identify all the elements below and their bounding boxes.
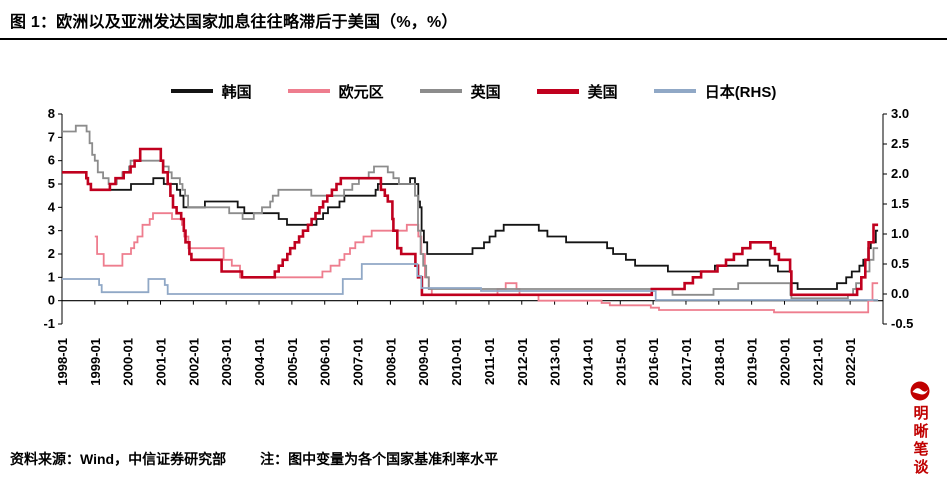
series-line-uk bbox=[62, 124, 879, 300]
x-tick-label: 2016-01 bbox=[646, 338, 661, 386]
x-tick-label: 2009-01 bbox=[416, 338, 431, 386]
y-tick-label: 3 bbox=[48, 223, 55, 238]
y-tick-label: 1 bbox=[48, 269, 55, 284]
watermark-logo-icon bbox=[910, 381, 930, 401]
y-axis-right: 3.0 2.5 2.0 1.5 1.0 0.5 0.0 -0.5 bbox=[883, 106, 913, 331]
y-tick-label: -0.5 bbox=[891, 316, 913, 331]
chart-area: 8 7 6 5 4 3 2 1 0 -1 3.0 2.5 2.0 1.5 1.0 0.5 0.0 -0.5 1998… bbox=[0, 106, 947, 413]
x-tick-label: 2003-01 bbox=[219, 338, 234, 386]
y-tick-label: 4 bbox=[48, 199, 56, 214]
y-tick-label: 8 bbox=[48, 108, 55, 121]
source-text: 资料来源：Wind，中信证券研究部 bbox=[10, 451, 227, 467]
figure-header: 图 1：欧洲以及亚洲发达国家加息往往略滞后于美国（%，%） bbox=[0, 0, 947, 40]
y-tick-label: 0.5 bbox=[891, 256, 909, 271]
y-tick-label: 2.5 bbox=[891, 136, 909, 151]
x-tick-label: 2000-01 bbox=[121, 338, 136, 386]
legend-item-eurozone: 欧元区 bbox=[287, 81, 384, 102]
legend-swatch-us bbox=[536, 88, 579, 94]
x-tick-label: 2008-01 bbox=[383, 338, 398, 386]
x-tick-label: 1999-01 bbox=[88, 338, 103, 386]
y-tick-label: 2.0 bbox=[891, 166, 909, 181]
figure-title: 图 1：欧洲以及亚洲发达国家加息往往略滞后于美国（%，%） bbox=[10, 14, 458, 31]
series-line-us bbox=[62, 147, 879, 297]
y-axis-left: 8 7 6 5 4 3 2 1 0 -1 bbox=[43, 106, 62, 331]
legend-item-uk: 英国 bbox=[419, 81, 501, 102]
legend-label-japan: 日本(RHS) bbox=[704, 83, 777, 101]
x-tick-label: 2012-01 bbox=[515, 338, 530, 386]
x-tick-label: 2002-01 bbox=[186, 338, 201, 386]
x-tick-label: 2004-01 bbox=[252, 338, 267, 386]
y-tick-label: -1 bbox=[43, 316, 55, 331]
x-tick-label: 2011-01 bbox=[482, 338, 497, 385]
x-tick-label: 2021-01 bbox=[810, 338, 825, 386]
x-tick-label: 2020-01 bbox=[777, 338, 792, 386]
x-tick-label: 2005-01 bbox=[285, 338, 300, 386]
x-tick-label: 2006-01 bbox=[318, 338, 333, 386]
x-tick-label: 2017-01 bbox=[679, 338, 694, 386]
y-tick-label: 6 bbox=[48, 153, 55, 168]
y-tick-label: 1.0 bbox=[891, 226, 909, 241]
x-tick-label: 2022-01 bbox=[843, 338, 858, 386]
y-tick-label: 0.0 bbox=[891, 286, 909, 301]
y-tick-label: 7 bbox=[48, 129, 55, 144]
series-line-korea bbox=[106, 177, 879, 290]
x-axis: 1998-01 1999-01 2000-01 2001-01 2002-01 2003-… bbox=[55, 300, 884, 386]
note-text: 注：图中变量为各个国家基准利率水平 bbox=[260, 451, 499, 467]
x-tick-label: 2010-01 bbox=[449, 338, 464, 386]
y-tick-label: 5 bbox=[48, 176, 55, 191]
x-tick-label: 2014-01 bbox=[580, 338, 595, 386]
x-tick-label: 2013-01 bbox=[548, 338, 563, 386]
legend-label-us: 美国 bbox=[587, 83, 618, 101]
legend-swatch-eurozone bbox=[287, 89, 330, 93]
rates-line-chart: 8 7 6 5 4 3 2 1 0 -1 3.0 2.5 2.0 1.5 1.0 0.5 0.0 -0.5 1998… bbox=[43, 106, 913, 386]
y-tick-label: 1.5 bbox=[891, 196, 909, 211]
watermark: 明晰笔谈 bbox=[909, 380, 931, 477]
series-line-eurozone bbox=[94, 212, 879, 314]
x-tick-label: 2015-01 bbox=[613, 338, 628, 386]
x-tick-label: 2019-01 bbox=[745, 338, 760, 386]
legend-item-korea: 韩国 bbox=[170, 81, 252, 102]
legend-label-eurozone: 欧元区 bbox=[338, 83, 384, 101]
source-note: 资料来源：Wind，中信证券研究部 注：图中变量为各个国家基准利率水平 bbox=[10, 449, 498, 469]
legend-item-us: 美国 bbox=[536, 81, 618, 102]
legend-swatch-korea bbox=[170, 89, 213, 93]
legend-item-japan: 日本(RHS) bbox=[653, 81, 777, 102]
legend-label-uk: 英国 bbox=[470, 83, 501, 101]
x-tick-label: 2018-01 bbox=[712, 338, 727, 386]
y-tick-label: 2 bbox=[48, 246, 55, 261]
watermark-text: 明晰笔谈 bbox=[911, 405, 929, 477]
legend-swatch-uk bbox=[419, 89, 462, 93]
y-tick-label: 3.0 bbox=[891, 108, 909, 121]
x-tick-label: 2007-01 bbox=[351, 338, 366, 386]
legend-swatch-japan bbox=[653, 89, 696, 93]
x-tick-label: 2001-01 bbox=[154, 338, 169, 386]
chart-legend: 韩国 欧元区 英国 美国 日本(RHS) bbox=[0, 80, 947, 102]
legend-label-korea: 韩国 bbox=[221, 83, 252, 101]
x-tick-label: 1998-01 bbox=[55, 338, 70, 386]
series-line-japan bbox=[62, 263, 879, 301]
y-tick-label: 0 bbox=[48, 293, 55, 308]
